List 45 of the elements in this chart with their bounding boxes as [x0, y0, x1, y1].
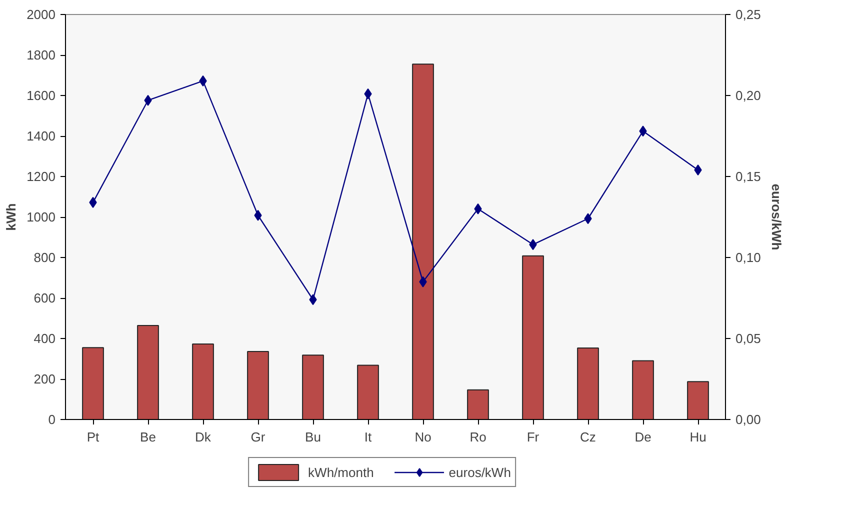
bar [467, 389, 489, 420]
x-tick-label: No [414, 430, 432, 444]
bar [687, 381, 709, 420]
y-tick-label: 600 [34, 290, 56, 306]
bar [137, 325, 159, 420]
bar [82, 347, 104, 420]
bar [357, 364, 379, 420]
y-tick-label: 1200 [26, 169, 56, 184]
bar [192, 343, 214, 420]
bar [247, 350, 269, 420]
y2-tick-label: 0,10 [736, 250, 761, 265]
y2-tick-label: 0,00 [736, 412, 761, 427]
y-axis-title: kWh [4, 203, 19, 231]
x-tick-label: De [634, 430, 652, 444]
y2-tick-label: 0,05 [736, 331, 761, 346]
y-tick-label: 2000 [26, 7, 56, 22]
legend-label: kWh/month [308, 464, 374, 480]
bar [302, 354, 324, 420]
x-tick-label: Pt [86, 430, 100, 444]
y2-tick-label: 0,20 [736, 88, 761, 103]
legend-label: euros/kWh [448, 464, 511, 480]
x-tick-label: Hu [690, 430, 706, 444]
y-tick-label: 0 [48, 412, 56, 427]
x-tick-label: Dk [195, 430, 212, 444]
bar [632, 360, 654, 420]
y-tick-label: 1400 [26, 128, 56, 144]
y-tick-label: 1800 [26, 48, 56, 62]
x-tick-label: Gr [250, 430, 266, 444]
x-tick-label: Ro [470, 430, 486, 444]
bar [577, 348, 599, 420]
y2-tick-label: 0,25 [736, 7, 761, 22]
x-tick-label: Be [140, 430, 156, 444]
y2-axis-title: euros/kWh [768, 184, 784, 250]
x-tick-label: Cz [580, 430, 596, 444]
y-tick-label: 200 [34, 372, 56, 386]
y-tick-label: 1600 [26, 88, 56, 103]
y-tick-label: 400 [34, 331, 56, 346]
bar [412, 64, 434, 420]
x-tick-label: Bu [305, 430, 321, 444]
y-tick-label: 800 [34, 250, 56, 265]
bar [522, 255, 544, 420]
x-tick-label: It [364, 430, 372, 444]
y2-tick-label: 0,15 [736, 169, 761, 184]
y-tick-label: 1000 [26, 210, 56, 224]
x-tick-label: Fr [526, 430, 540, 444]
